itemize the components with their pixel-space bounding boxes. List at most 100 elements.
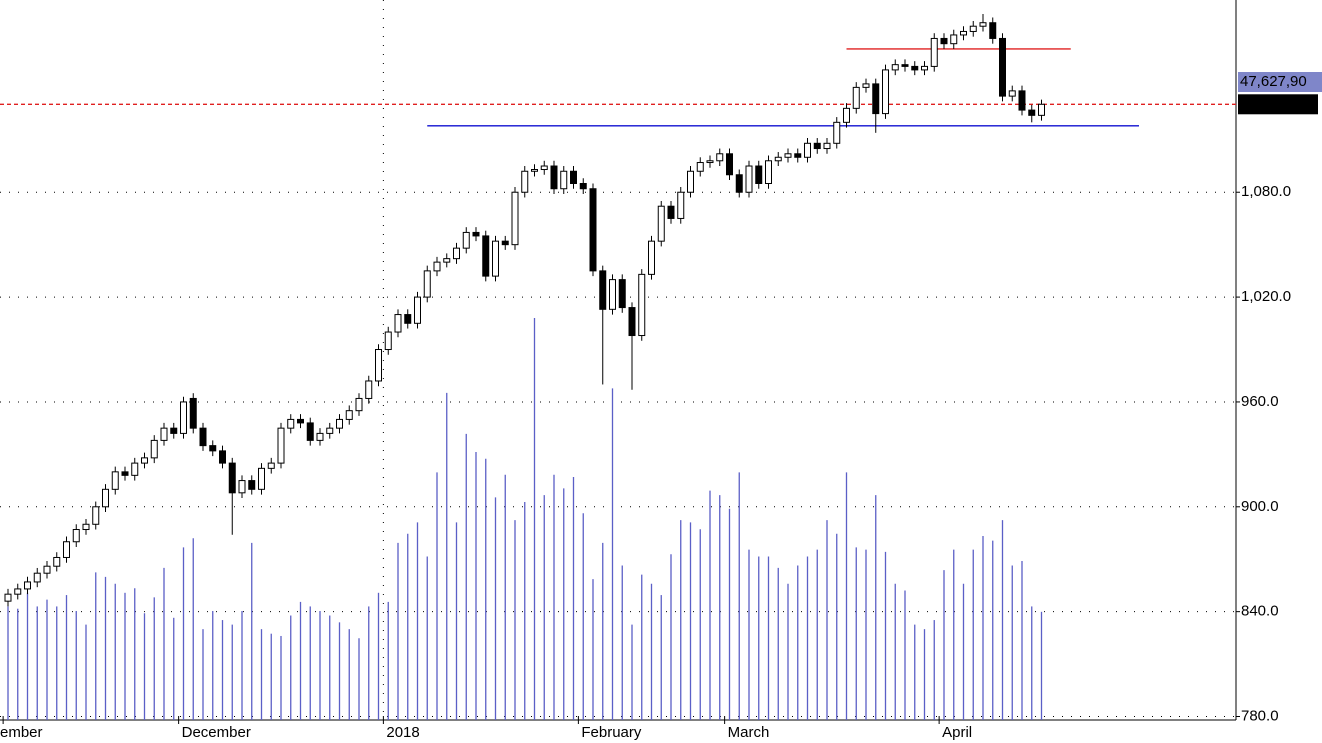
candle-body: [189, 397, 197, 429]
candle-body: [745, 165, 753, 193]
candle-body: [297, 418, 304, 424]
volume-marker-label: 47,627,90: [1240, 73, 1307, 90]
candle-body: [609, 279, 616, 310]
candle-body: [891, 64, 899, 71]
candle-body: [813, 142, 821, 150]
candle-body: [823, 142, 831, 150]
candle-body: [150, 439, 158, 459]
candle-body: [316, 432, 324, 441]
price-marker-box: [1238, 94, 1318, 115]
x-tick-label: December: [182, 724, 251, 741]
candle-body: [755, 165, 763, 184]
candle-body: [657, 205, 665, 242]
y-tick-label: 960.0: [1241, 393, 1279, 410]
x-tick-label: March: [728, 724, 770, 741]
candle-body: [228, 462, 236, 494]
candle-body: [1008, 90, 1016, 97]
candle-body: [618, 279, 626, 309]
candle-body: [540, 165, 548, 171]
candle-body: [4, 593, 12, 602]
candle-body: [277, 427, 285, 464]
candle-body: [102, 488, 109, 508]
candle-body: [53, 556, 61, 567]
candle-body: [423, 270, 431, 298]
candle-body: [43, 565, 51, 574]
candle-body: [628, 307, 636, 337]
candle-body: [238, 480, 246, 494]
candle-body: [579, 182, 587, 190]
y-tick-label: 780.0: [1241, 707, 1279, 724]
candle-body: [258, 467, 265, 490]
candle-body: [131, 462, 139, 476]
candle-body: [930, 37, 938, 67]
candle-body: [384, 331, 392, 351]
candle-body: [589, 188, 597, 272]
candle-body: [160, 427, 168, 441]
candle-body: [638, 273, 646, 337]
y-tick-label: 900.0: [1241, 498, 1279, 515]
candle-body: [433, 261, 441, 272]
candle-body: [560, 170, 568, 190]
candle-body: [794, 153, 802, 158]
x-tick-label: ember: [0, 724, 43, 741]
candle-body: [219, 450, 226, 464]
candle-body: [82, 523, 90, 531]
candle-body: [950, 34, 958, 45]
candle-body: [394, 314, 402, 333]
candle-body: [443, 258, 451, 263]
candle-body: [940, 37, 948, 45]
y-tick-label: 840.0: [1241, 603, 1279, 620]
candle-body: [960, 30, 967, 36]
candle-body: [414, 296, 421, 324]
candle-body: [667, 205, 675, 219]
candle-body: [716, 153, 724, 162]
candle-body: [209, 445, 217, 452]
candle-body: [979, 22, 987, 27]
candle-body: [482, 235, 490, 277]
candle-body: [1038, 103, 1045, 116]
candle-body: [326, 427, 334, 434]
candle-body: [999, 37, 1006, 97]
candle-body: [24, 581, 31, 590]
volume-marker-box: [1238, 72, 1322, 92]
candle-body: [355, 397, 363, 412]
candle-body: [345, 410, 353, 420]
candle-body: [599, 270, 607, 310]
candle-body: [92, 506, 100, 525]
candle-body: [199, 427, 207, 447]
candle-body: [33, 572, 41, 583]
candle-body: [687, 170, 694, 193]
candle-body: [180, 401, 187, 434]
candle-body: [735, 174, 743, 193]
candle-body: [170, 427, 178, 434]
x-tick-label: April: [942, 724, 972, 741]
candle-body: [121, 471, 129, 476]
candle-body: [63, 541, 70, 558]
candle-body: [921, 65, 928, 71]
candle-body: [1028, 109, 1036, 116]
candle-body: [72, 529, 80, 543]
candle-body: [696, 162, 704, 172]
candle-body: [14, 588, 22, 595]
candle-body: [521, 170, 529, 193]
candle-body: [404, 314, 412, 324]
candle-body: [882, 69, 889, 115]
candle-body: [248, 480, 256, 490]
candle-body: [365, 380, 373, 399]
candle-body: [306, 422, 314, 441]
candle-body: [472, 231, 480, 237]
candle-body: [852, 86, 860, 109]
candle-body: [901, 64, 909, 67]
x-tick-label: 2018: [386, 724, 419, 741]
candle-body: [550, 165, 558, 190]
candle-body: [843, 107, 850, 123]
candle-body: [833, 121, 841, 144]
candle-body: [784, 153, 792, 158]
y-tick-label: 1,020.0: [1241, 288, 1291, 305]
candle-body: [706, 160, 714, 164]
candle-body: [336, 418, 343, 429]
x-tick-label: February: [581, 724, 642, 741]
candle-body: [804, 142, 811, 158]
candle-body: [1018, 90, 1026, 111]
